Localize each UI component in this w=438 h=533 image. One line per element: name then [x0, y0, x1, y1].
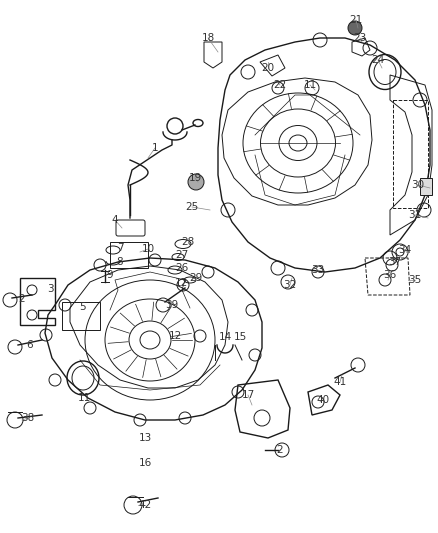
Text: 36: 36	[383, 270, 397, 280]
Text: 26: 26	[175, 263, 189, 273]
Text: 9: 9	[107, 270, 113, 280]
Text: 10: 10	[141, 244, 155, 254]
Text: 22: 22	[273, 80, 286, 90]
Text: 29: 29	[189, 273, 203, 283]
Text: 32: 32	[283, 280, 297, 290]
Text: 17: 17	[241, 390, 254, 400]
Text: 41: 41	[333, 377, 346, 387]
Circle shape	[188, 174, 204, 190]
Text: 8: 8	[117, 257, 124, 267]
Text: 24: 24	[371, 55, 385, 65]
Text: 37: 37	[389, 257, 402, 267]
Text: 4: 4	[112, 215, 118, 225]
Text: 20: 20	[261, 63, 275, 73]
Text: 23: 23	[353, 33, 367, 43]
Text: 12: 12	[174, 278, 187, 288]
Text: 2: 2	[19, 294, 25, 304]
Text: 13: 13	[138, 433, 152, 443]
Text: 15: 15	[233, 332, 247, 342]
Text: 28: 28	[181, 237, 194, 247]
Text: 16: 16	[138, 458, 152, 468]
Text: 11: 11	[78, 393, 91, 403]
Text: 18: 18	[201, 33, 215, 43]
Text: 40: 40	[316, 395, 329, 405]
Text: 11: 11	[304, 80, 317, 90]
Text: 1: 1	[152, 143, 158, 153]
Text: 30: 30	[411, 180, 424, 190]
Text: 3: 3	[47, 284, 53, 294]
Polygon shape	[420, 178, 432, 195]
Text: 14: 14	[219, 332, 232, 342]
Text: 33: 33	[311, 265, 325, 275]
Text: 42: 42	[138, 500, 152, 510]
Text: 21: 21	[350, 15, 363, 25]
Text: 31: 31	[408, 210, 422, 220]
Text: 34: 34	[399, 245, 412, 255]
Text: 6: 6	[27, 340, 33, 350]
Text: 38: 38	[21, 413, 35, 423]
Text: 7: 7	[117, 243, 124, 253]
Text: 5: 5	[80, 302, 86, 312]
Text: 25: 25	[185, 202, 198, 212]
Text: 12: 12	[168, 331, 182, 341]
Text: 35: 35	[408, 275, 422, 285]
Text: 2: 2	[277, 445, 283, 455]
Circle shape	[348, 21, 362, 35]
Text: 39: 39	[166, 300, 179, 310]
Text: 27: 27	[175, 250, 189, 260]
Text: 19: 19	[188, 173, 201, 183]
